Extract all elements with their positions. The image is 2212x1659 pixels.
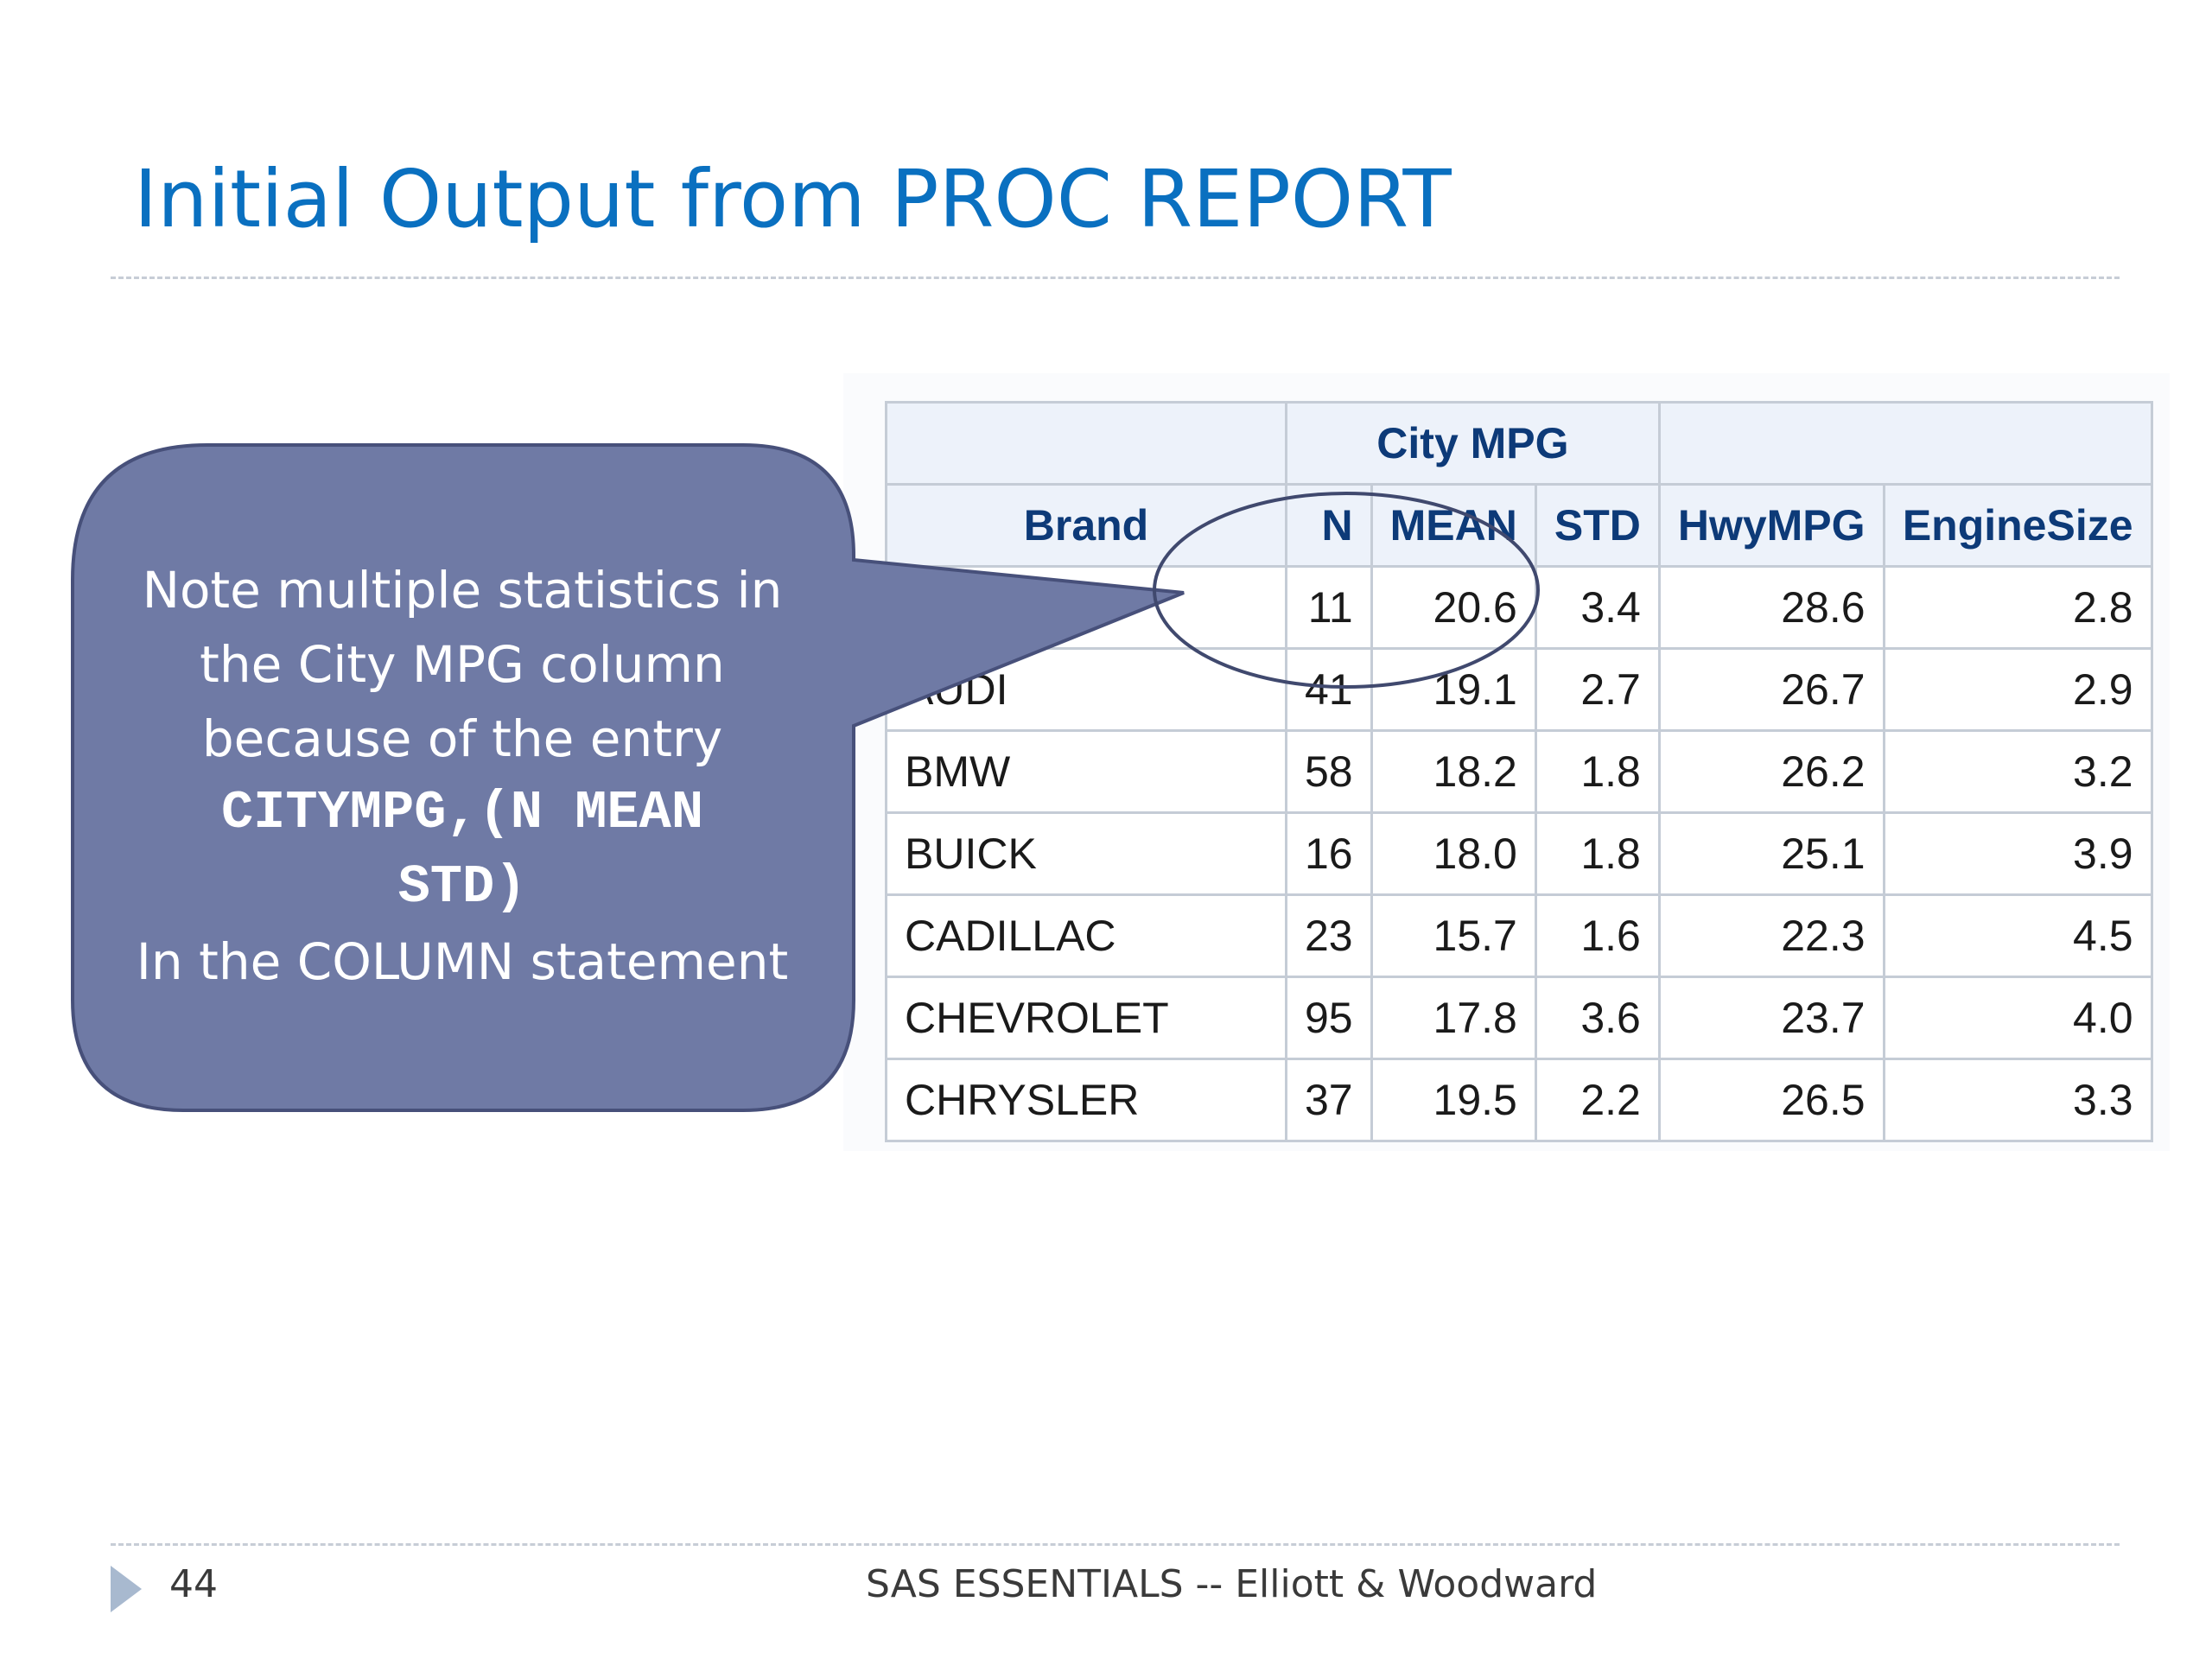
table-row: CADILLAC 23 15.7 1.6 22.3 4.5 xyxy=(885,893,2153,978)
header-blank-brand xyxy=(885,401,1287,486)
cell-std: 1.8 xyxy=(1534,729,1661,814)
title-divider xyxy=(111,276,2120,279)
report-table: City MPG Brand N MEAN STD HwyMPG EngineS… xyxy=(885,401,2153,1142)
callout-line: Note multiple statistics in xyxy=(142,561,783,620)
slide-title: Initial Output from PROC REPORT xyxy=(134,153,1452,245)
page-number: 44 xyxy=(169,1562,218,1606)
cell-mean: 18.0 xyxy=(1370,811,1537,896)
cell-n: 16 xyxy=(1285,811,1373,896)
footer-text: SAS ESSENTIALS -- Elliott & Woodward xyxy=(866,1562,1598,1606)
cell-mean: 19.5 xyxy=(1370,1058,1537,1142)
cell-brand xyxy=(885,565,1287,650)
table-header-row-group: City MPG xyxy=(885,401,2153,486)
cell-hwympg: 22.3 xyxy=(1657,893,1885,978)
table-row: AUDI 41 19.1 2.7 26.7 2.9 xyxy=(885,647,2153,732)
cell-brand: BMW xyxy=(885,729,1287,814)
header-std: STD xyxy=(1534,483,1661,568)
header-brand: Brand xyxy=(885,483,1287,568)
cell-hwympg: 23.7 xyxy=(1657,976,1885,1060)
cell-hwympg: 26.7 xyxy=(1657,647,1885,732)
cell-enginesize: 4.5 xyxy=(1882,893,2153,978)
cell-enginesize: 2.9 xyxy=(1882,647,2153,732)
header-hwympg: HwyMPG xyxy=(1657,483,1885,568)
cell-enginesize: 3.2 xyxy=(1882,729,2153,814)
cell-hwympg: 26.2 xyxy=(1657,729,1885,814)
cell-brand: AUDI xyxy=(885,647,1287,732)
header-mean: MEAN xyxy=(1370,483,1537,568)
cell-brand: CHEVROLET xyxy=(885,976,1287,1060)
cell-n: 37 xyxy=(1285,1058,1373,1142)
callout-line: because of the entry xyxy=(201,709,723,768)
cell-mean: 18.2 xyxy=(1370,729,1537,814)
callout-code: CITYMPG,(N MEAN xyxy=(220,782,704,843)
table-header-row-columns: Brand N MEAN STD HwyMPG EngineSize xyxy=(885,483,2153,568)
cell-n: 95 xyxy=(1285,976,1373,1060)
cell-brand: CHRYSLER xyxy=(885,1058,1287,1142)
callout-line: the City MPG column xyxy=(200,635,725,694)
triangle-bullet-icon xyxy=(111,1566,142,1612)
cell-n: 58 xyxy=(1285,729,1373,814)
cell-std: 1.8 xyxy=(1534,811,1661,896)
cell-brand: BUICK xyxy=(885,811,1287,896)
cell-mean: 20.6 xyxy=(1370,565,1537,650)
callout-line: In the COLUMN statement xyxy=(136,932,789,991)
cell-hwympg: 25.1 xyxy=(1657,811,1885,896)
header-enginesize: EngineSize xyxy=(1882,483,2153,568)
cell-hwympg: 26.5 xyxy=(1657,1058,1885,1142)
cell-std: 3.4 xyxy=(1534,565,1661,650)
table-row: BMW 58 18.2 1.8 26.2 3.2 xyxy=(885,729,2153,814)
table-row: CHRYSLER 37 19.5 2.2 26.5 3.3 xyxy=(885,1058,2153,1142)
cell-enginesize: 2.8 xyxy=(1882,565,2153,650)
table-row: BUICK 16 18.0 1.8 25.1 3.9 xyxy=(885,811,2153,896)
cell-std: 3.6 xyxy=(1534,976,1661,1060)
cell-mean: 17.8 xyxy=(1370,976,1537,1060)
cell-brand: CADILLAC xyxy=(885,893,1287,978)
footer-divider xyxy=(111,1543,2120,1546)
header-city-mpg: City MPG xyxy=(1285,401,1661,486)
header-blank-right xyxy=(1657,401,2153,486)
cell-n: 41 xyxy=(1285,647,1373,732)
cell-std: 1.6 xyxy=(1534,893,1661,978)
cell-std: 2.7 xyxy=(1534,647,1661,732)
cell-enginesize: 4.0 xyxy=(1882,976,2153,1060)
cell-hwympg: 28.6 xyxy=(1657,565,1885,650)
callout-code: STD) xyxy=(397,856,527,918)
callout-text: Note multiple statistics in the City MPG… xyxy=(121,553,804,999)
header-n: N xyxy=(1285,483,1373,568)
cell-enginesize: 3.9 xyxy=(1882,811,2153,896)
cell-mean: 15.7 xyxy=(1370,893,1537,978)
table-row: 11 20.6 3.4 28.6 2.8 xyxy=(885,565,2153,650)
cell-std: 2.2 xyxy=(1534,1058,1661,1142)
cell-n: 11 xyxy=(1285,565,1373,650)
report-output-panel: City MPG Brand N MEAN STD HwyMPG EngineS… xyxy=(843,373,2170,1151)
cell-mean: 19.1 xyxy=(1370,647,1537,732)
cell-n: 23 xyxy=(1285,893,1373,978)
table-row: CHEVROLET 95 17.8 3.6 23.7 4.0 xyxy=(885,976,2153,1060)
cell-enginesize: 3.3 xyxy=(1882,1058,2153,1142)
